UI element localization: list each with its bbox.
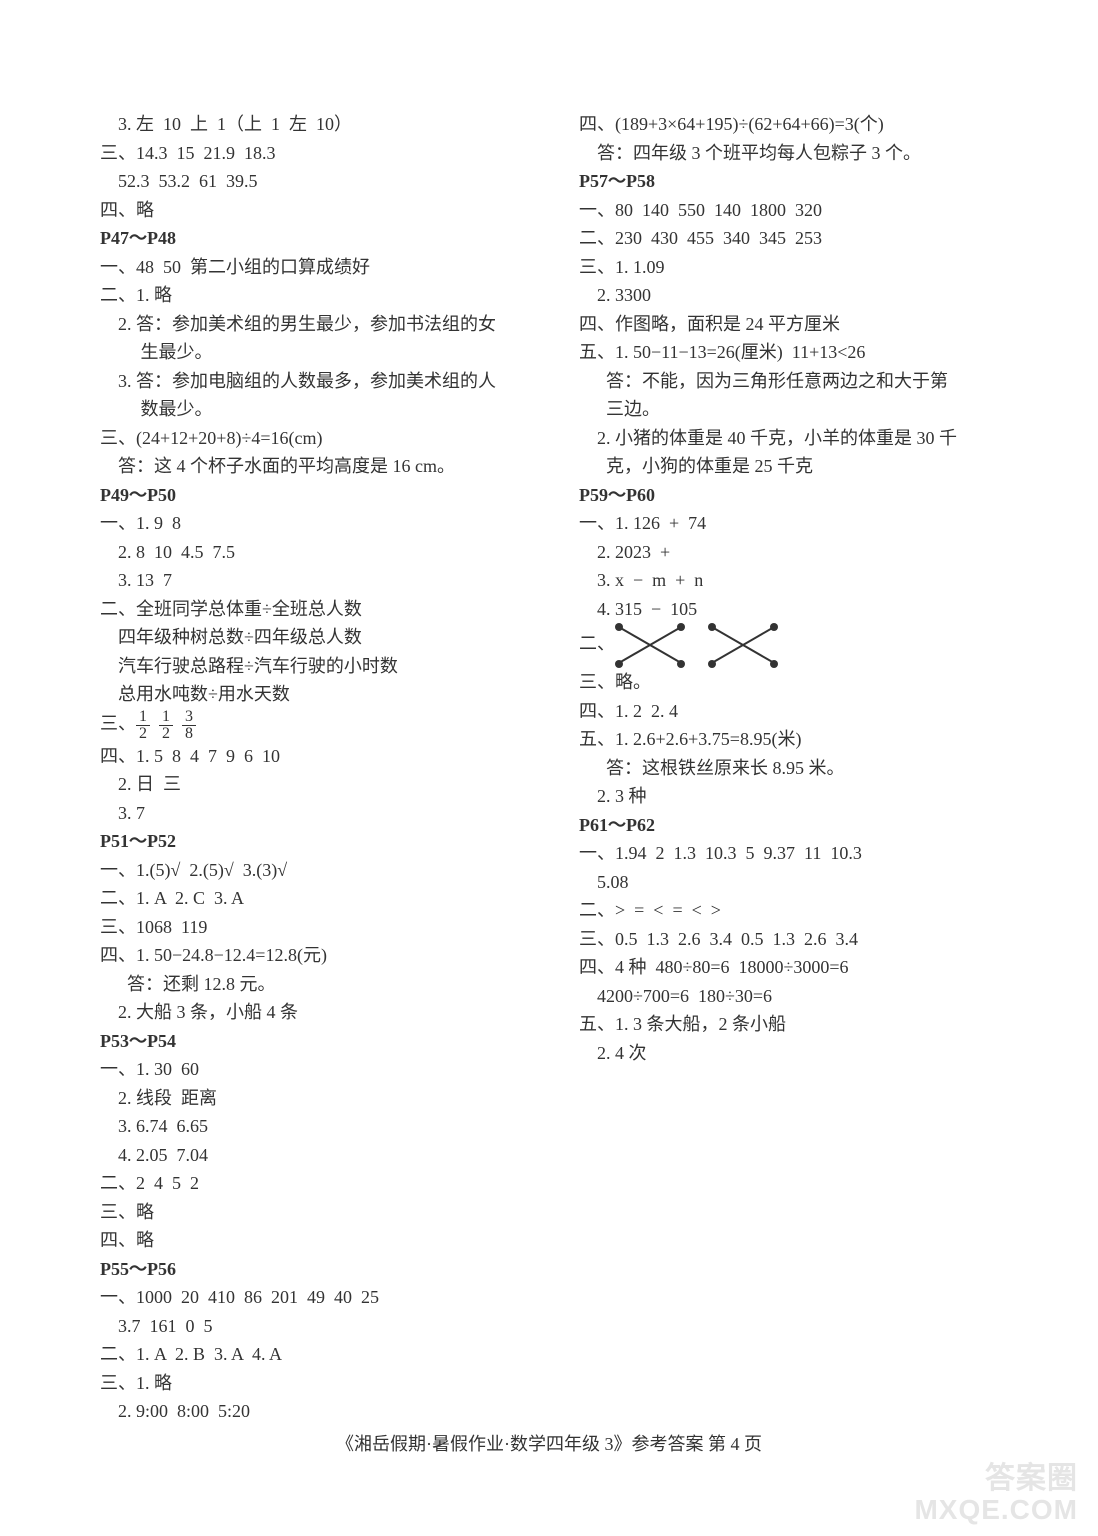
answer-line: 答：不能，因为三角形任意两边之和大于第 [579,367,1018,396]
answer-line: 三、(24+12+20+8)÷4=16(cm) [100,424,539,453]
watermark-en: MXQE.COM [914,1495,1078,1526]
answer-line: 三、0.5 1.3 2.6 3.4 0.5 1.3 2.6 3.4 [579,925,1018,954]
answer-line: 二、全班同学总体重÷全班总人数 [100,595,539,624]
answer-line: 2. 4 次 [579,1039,1018,1068]
two-column-layout: 3. 左 10 上 1（上 1 左 10）三、14.3 15 21.9 18.3… [100,110,1018,1400]
answer-line: 二、> = < = < > [579,896,1018,925]
answer-line: 3.7 161 0 5 [100,1312,539,1341]
answer-line: 一、1. 126 + 74 [579,509,1018,538]
answer-line: 答：还剩 12.8 元。 [100,970,539,999]
section-heading: P55～P56 [100,1255,539,1284]
answer-line: 三、14.3 15 21.9 18.3 [100,139,539,168]
answer-line: 五、1. 3 条大船，2 条小船 [579,1010,1018,1039]
answer-line: 二、1. 略 [100,281,539,310]
answer-line: 2. 2023 + [579,538,1018,567]
section-heading: P59～P60 [579,481,1018,510]
watermark: 答案圈 MXQE.COM [914,1462,1078,1526]
answer-line: 3. x − m + n [579,566,1018,595]
matching-cross-icon [615,623,685,668]
section-heading: P57～P58 [579,167,1018,196]
answer-line: 3. 13 7 [100,566,539,595]
section-heading: P47～P48 [100,224,539,253]
answer-line: 四、略 [100,196,539,225]
answer-line: 一、1.(5)√ 2.(5)√ 3.(3)√ [100,856,539,885]
answer-line: 二、2 4 5 2 [100,1169,539,1198]
answer-line: 汽车行驶总路程÷汽车行驶的小时数 [100,652,539,681]
answer-line: 四、4 种 480÷80=6 18000÷3000=6 [579,953,1018,982]
answer-line: 3. 答：参加电脑组的人数最多，参加美术组的人 [100,367,539,396]
answer-line: 二、 [579,623,1018,668]
answer-line: 4200÷700=6 180÷30=6 [579,982,1018,1011]
answer-line: 2. 线段 距离 [100,1084,539,1113]
answer-line: 四年级种树总数÷四年级总人数 [100,623,539,652]
answer-line: 四、1. 50−24.8−12.4=12.8(元) [100,941,539,970]
answer-line: 2. 9:00 8:00 5:20 [100,1397,539,1426]
watermark-cn: 答案圈 [914,1462,1078,1495]
answer-line: 4. 315 − 105 [579,595,1018,624]
answer-line: 四、作图略，面积是 24 平方厘米 [579,310,1018,339]
answer-line: 四、(189+3×64+195)÷(62+64+66)=3(个) [579,110,1018,139]
answer-line: 3. 6.74 6.65 [100,1112,539,1141]
answer-line: 三、12 12 38 [100,709,539,742]
answer-line: 克，小狗的体重是 25 千克 [579,452,1018,481]
answer-line: 答：这 4 个杯子水面的平均高度是 16 cm。 [100,452,539,481]
answer-line: 生最少。 [100,338,539,367]
answer-line: 4. 2.05 7.04 [100,1141,539,1170]
answer-line: 三、1. 略 [100,1369,539,1398]
answer-line: 3. 左 10 上 1（上 1 左 10） [100,110,539,139]
answer-line: 2. 3300 [579,281,1018,310]
section-heading: P49～P50 [100,481,539,510]
answer-line: 2. 日 三 [100,770,539,799]
answer-line: 二、1. A 2. C 3. A [100,884,539,913]
matching-cross-icon [708,623,778,668]
answer-line: 三、略 [100,1198,539,1227]
answer-line: 三、1068 119 [100,913,539,942]
page-footer: 《湘岳假期·暑假作业·数学四年级 3》参考答案 第 4 页 [0,1430,1098,1456]
answer-line: 四、1. 5 8 4 7 9 6 10 [100,742,539,771]
answer-line: 答：这根铁丝原来长 8.95 米。 [579,754,1018,783]
answer-line: 二、230 430 455 340 345 253 [579,224,1018,253]
section-heading: P51～P52 [100,827,539,856]
answer-line: 三、略。 [579,668,1018,697]
answer-line: 一、1. 30 60 [100,1055,539,1084]
answer-line: 四、1. 2 2. 4 [579,697,1018,726]
answer-line: 一、1.94 2 1.3 10.3 5 9.37 11 10.3 [579,839,1018,868]
answer-line: 2. 大船 3 条，小船 4 条 [100,998,539,1027]
answer-line: 一、1. 9 8 [100,509,539,538]
answer-line: 52.3 53.2 61 39.5 [100,167,539,196]
answer-line: 五、1. 50−11−13=26(厘米) 11+13<26 [579,338,1018,367]
answer-line: 三、1. 1.09 [579,253,1018,282]
answer-line: 答：四年级 3 个班平均每人包粽子 3 个。 [579,139,1018,168]
answer-line: 一、1000 20 410 86 201 49 40 25 [100,1283,539,1312]
answer-line: 一、48 50 第二小组的口算成绩好 [100,253,539,282]
answer-line: 2. 3 种 [579,782,1018,811]
answer-line: 2. 小猪的体重是 40 千克，小羊的体重是 30 千 [579,424,1018,453]
answer-line: 三边。 [579,395,1018,424]
answer-line: 一、80 140 550 140 1800 320 [579,196,1018,225]
answer-line: 二、1. A 2. B 3. A 4. A [100,1340,539,1369]
section-heading: P61～P62 [579,811,1018,840]
answer-line: 数最少。 [100,395,539,424]
answer-line: 5.08 [579,868,1018,897]
answer-line: 五、1. 2.6+2.6+3.75=8.95(米) [579,725,1018,754]
answer-line: 总用水吨数÷用水天数 [100,680,539,709]
answer-line: 2. 8 10 4.5 7.5 [100,538,539,567]
answer-line: 2. 答：参加美术组的男生最少，参加书法组的女 [100,310,539,339]
answer-line: 3. 7 [100,799,539,828]
answer-line: 四、略 [100,1226,539,1255]
section-heading: P53～P54 [100,1027,539,1056]
left-column: 3. 左 10 上 1（上 1 左 10）三、14.3 15 21.9 18.3… [100,110,539,1400]
right-column: 四、(189+3×64+195)÷(62+64+66)=3(个) 答：四年级 3… [579,110,1018,1400]
